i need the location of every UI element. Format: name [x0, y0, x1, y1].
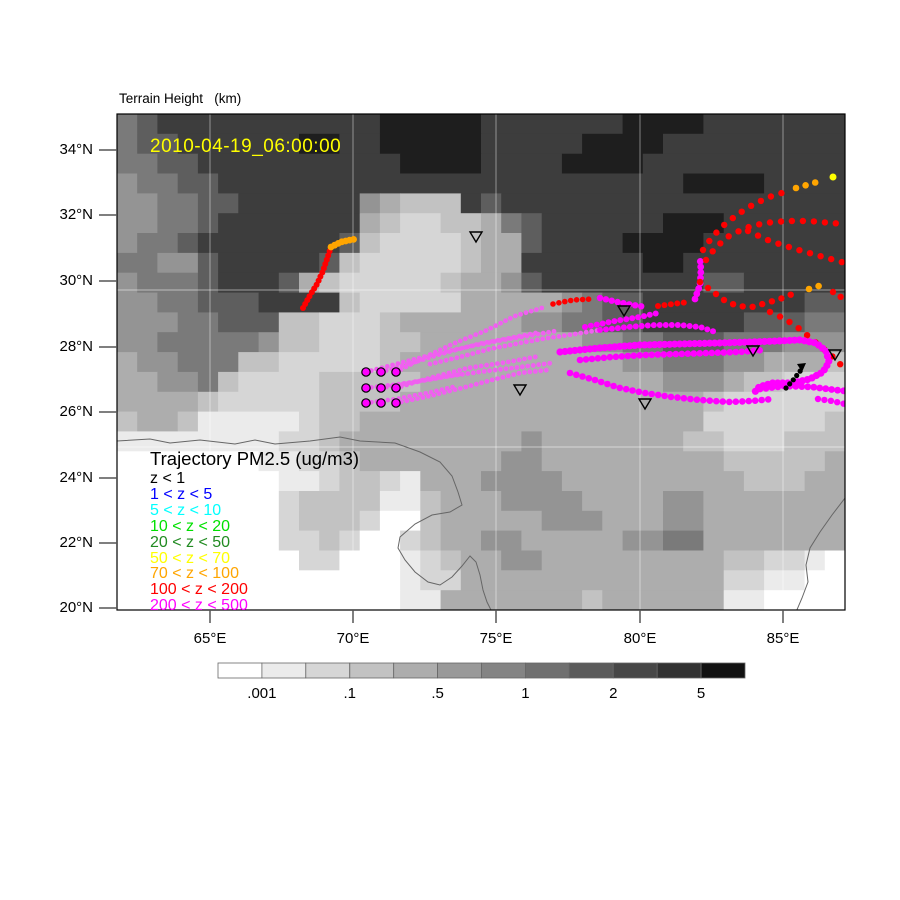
legend-title: Trajectory PM2.5 (ug/m3) — [150, 448, 360, 469]
coastline — [117, 436, 845, 610]
legend-entry: 1 < z < 5 — [150, 485, 213, 503]
x-axis-tick-label: 75°E — [479, 630, 513, 647]
colorbar-label: 5 — [696, 685, 706, 702]
map-plot — [99, 113, 846, 679]
terrain-layer — [117, 114, 845, 610]
x-axis-tick-label: 85°E — [766, 630, 800, 647]
colorbar-label: 1 — [521, 685, 530, 702]
y-axis-tick-label: 22°N — [59, 534, 93, 551]
y-axis-tick-label: 28°N — [59, 338, 93, 355]
legend-entry: 50 < z < 70 — [150, 549, 231, 567]
legend-entry: 200 < z < 500 — [150, 597, 248, 615]
colorbar-label: .1 — [343, 685, 356, 702]
y-axis-tick-label: 30°N — [59, 272, 93, 289]
colorbar-label: 2 — [609, 685, 618, 702]
colorbar-label: .001 — [247, 685, 277, 702]
timestamp: 2010-04-19_06:00:00 — [150, 136, 342, 157]
map-layers — [117, 114, 845, 610]
legend-entry: 10 < z < 20 — [150, 517, 231, 535]
x-axis-tick-label: 65°E — [193, 630, 227, 647]
map-frame — [116, 113, 846, 611]
x-axis-tick-label: 70°E — [336, 630, 370, 647]
legend-entry: z < 1 — [150, 470, 186, 487]
source-markers — [361, 367, 401, 408]
colorbar — [217, 662, 746, 679]
y-axis-tick-label: 20°N — [59, 599, 93, 616]
y-axis-tick-label: 34°N — [59, 141, 93, 158]
colorbar-label: .5 — [431, 685, 444, 702]
trajectory-arrow-tip — [797, 363, 806, 372]
y-axis-tick-label: 32°N — [59, 206, 93, 223]
y-axis-tick-label: 26°N — [59, 403, 93, 420]
y-axis-tick-label: 24°N — [59, 469, 93, 486]
trajectories-layer — [300, 173, 845, 407]
x-axis-tick-label: 80°E — [623, 630, 657, 647]
axis-ticks — [99, 149, 784, 623]
legend-entry: 20 < z < 50 — [150, 533, 231, 551]
legend-entry: 70 < z < 100 — [150, 565, 239, 583]
station-markers — [468, 231, 843, 411]
legend-entry: 100 < z < 200 — [150, 581, 248, 599]
legend-entry: 5 < z < 10 — [150, 501, 222, 519]
plot-title: Terrain Height (km) — [119, 91, 242, 106]
